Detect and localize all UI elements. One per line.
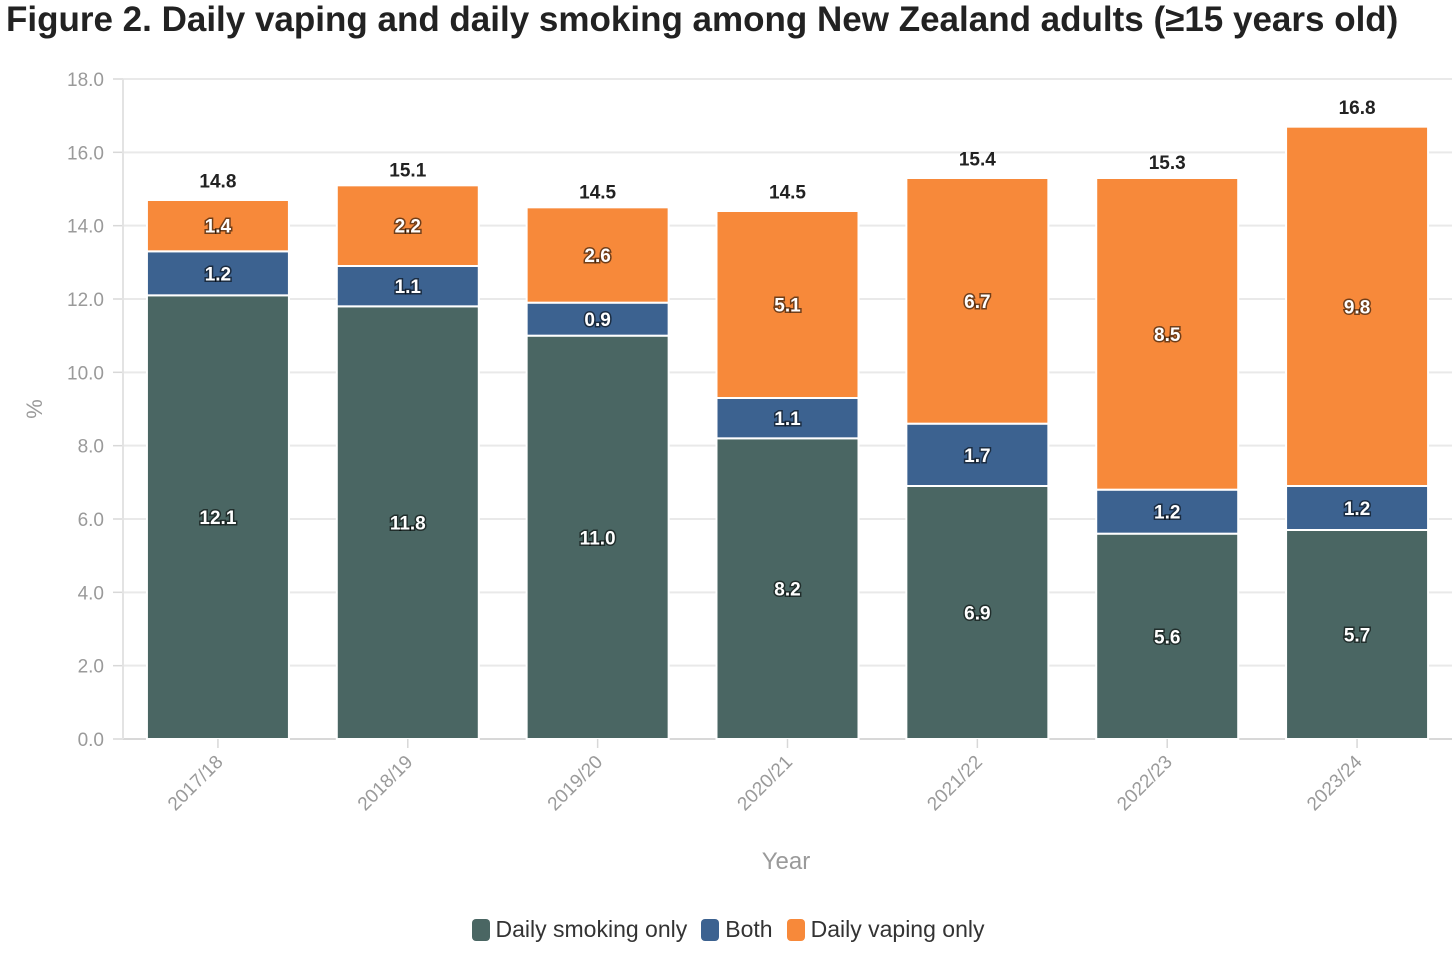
bar-segment-daily-vaping-only[interactable]: [1285, 125, 1430, 488]
bar-group: 11.8 1.1 2.2 15.1: [335, 160, 480, 740]
bar-segment-both[interactable]: [1095, 488, 1240, 535]
data-label: 11.8: [390, 514, 426, 535]
legend-item[interactable]: Both: [701, 916, 773, 943]
x-tick-label: 2020/21: [734, 752, 797, 815]
x-axis-title: Year: [762, 848, 811, 875]
y-tick-label: 12.0: [67, 290, 104, 311]
bar-group: 6.9 1.7 6.7 15.4: [905, 149, 1050, 740]
data-label: 9.8: [1344, 297, 1370, 318]
y-tick-label: 0.0: [78, 730, 104, 751]
bar-segment-both[interactable]: [1285, 485, 1430, 531]
y-tick-label: 14.0: [67, 217, 104, 238]
bar-segment-daily-smoking-only[interactable]: [715, 437, 860, 740]
stacked-bar-chart: 0.0 2.0 4.0 6.0 8.0 10.0 12.0 14.0 16.0 18.0 12.1…: [22, 70, 1452, 875]
bar-segment-daily-vaping-only[interactable]: [335, 184, 480, 267]
bar-segment-daily-smoking-only[interactable]: [1285, 529, 1430, 740]
bars: 12.1 1.2 1.4 14.8 11.8 1.1 2.2 15.1 11.0 0.9 2.6 14…: [145, 98, 1430, 741]
legend-swatch: [701, 918, 720, 941]
data-label: 5.1: [774, 296, 801, 317]
x-tick-label: 2019/20: [544, 752, 607, 815]
bar-group: 5.6 1.2 8.5 15.3: [1095, 153, 1240, 741]
bar-group: 5.7 1.2 9.8 16.8: [1285, 98, 1430, 740]
data-label: 11.0: [580, 528, 616, 549]
y-tick-label: 8.0: [78, 437, 104, 458]
chart-title: Figure 2. Daily vaping and daily smoking…: [6, 0, 1399, 39]
legend: Daily smoking only Both Daily vaping only: [0, 916, 1456, 943]
y-tick-label: 4.0: [78, 583, 104, 604]
bar-segment-daily-vaping-only[interactable]: [715, 210, 860, 399]
legend-label: Daily vaping only: [810, 916, 985, 942]
total-label: 14.5: [769, 182, 806, 203]
data-label: 5.6: [1154, 627, 1180, 648]
data-label: 8.2: [774, 580, 800, 601]
data-label: 12.1: [199, 508, 236, 529]
data-label: 1.1: [774, 409, 801, 430]
y-tick-label: 6.0: [78, 510, 104, 531]
bar-segment-daily-smoking-only[interactable]: [905, 485, 1050, 740]
x-tick-label: 2021/22: [923, 752, 986, 815]
y-axis-title: %: [22, 399, 47, 419]
bar-segment-daily-vaping-only[interactable]: [1095, 177, 1240, 491]
data-label: 1.2: [1344, 499, 1370, 520]
bar-segment-daily-vaping-only[interactable]: [525, 206, 670, 304]
total-label: 15.4: [959, 149, 996, 170]
data-label: 8.5: [1154, 325, 1181, 346]
bar-segment-daily-vaping-only[interactable]: [145, 199, 290, 253]
data-label: 1.4: [205, 217, 232, 238]
bar-segment-both[interactable]: [145, 250, 290, 297]
data-label: 2.6: [584, 246, 610, 267]
y-tick-label: 2.0: [78, 657, 104, 678]
legend-item[interactable]: Daily smoking only: [471, 916, 688, 943]
bar-segment-daily-smoking-only[interactable]: [525, 334, 670, 740]
total-label: 14.5: [579, 182, 616, 203]
y-tick-label: 18.0: [67, 70, 104, 91]
data-label: 1.2: [1154, 503, 1180, 524]
legend-swatch: [471, 918, 490, 941]
data-label: 1.2: [205, 264, 231, 285]
bar-segment-daily-smoking-only[interactable]: [335, 305, 480, 740]
bar-segment-daily-vaping-only[interactable]: [905, 177, 1050, 425]
legend-swatch: [786, 918, 805, 941]
data-label: 1.1: [395, 277, 422, 298]
bar-segment-daily-smoking-only[interactable]: [1095, 532, 1240, 741]
x-tick-label: 2022/23: [1113, 752, 1176, 815]
y-axis: 0.0 2.0 4.0 6.0 8.0 10.0 12.0 14.0 16.0 18.0: [67, 70, 124, 751]
total-label: 15.3: [1149, 153, 1186, 174]
data-label: 6.9: [964, 604, 990, 625]
y-tick-label: 10.0: [67, 363, 104, 384]
x-tick-label: 2017/18: [164, 752, 227, 815]
legend-item[interactable]: Daily vaping only: [786, 916, 985, 943]
data-label: 6.7: [964, 292, 990, 313]
x-tick-label: 2023/24: [1303, 751, 1367, 815]
data-label: 2.2: [395, 217, 421, 238]
total-label: 14.8: [199, 171, 236, 192]
x-axis: 2017/18 2018/19 2019/20 2020/21 2021/22 2022/…: [164, 739, 1367, 815]
legend-label: Both: [725, 916, 773, 942]
x-tick-label: 2018/19: [354, 752, 417, 815]
total-label: 15.1: [389, 160, 426, 181]
bar-group: 11.0 0.9 2.6 14.5: [525, 182, 670, 740]
bar-group: 8.2 1.1 5.1 14.5: [715, 182, 860, 740]
y-tick-label: 16.0: [67, 143, 104, 164]
data-label: 5.7: [1344, 626, 1370, 647]
bar-group: 12.1 1.2 1.4 14.8: [145, 171, 290, 740]
total-label: 16.8: [1339, 98, 1376, 119]
bar-segment-daily-smoking-only[interactable]: [145, 294, 290, 740]
data-label: 0.9: [584, 310, 610, 331]
legend-label: Daily smoking only: [495, 916, 688, 942]
data-label: 1.7: [964, 446, 990, 467]
